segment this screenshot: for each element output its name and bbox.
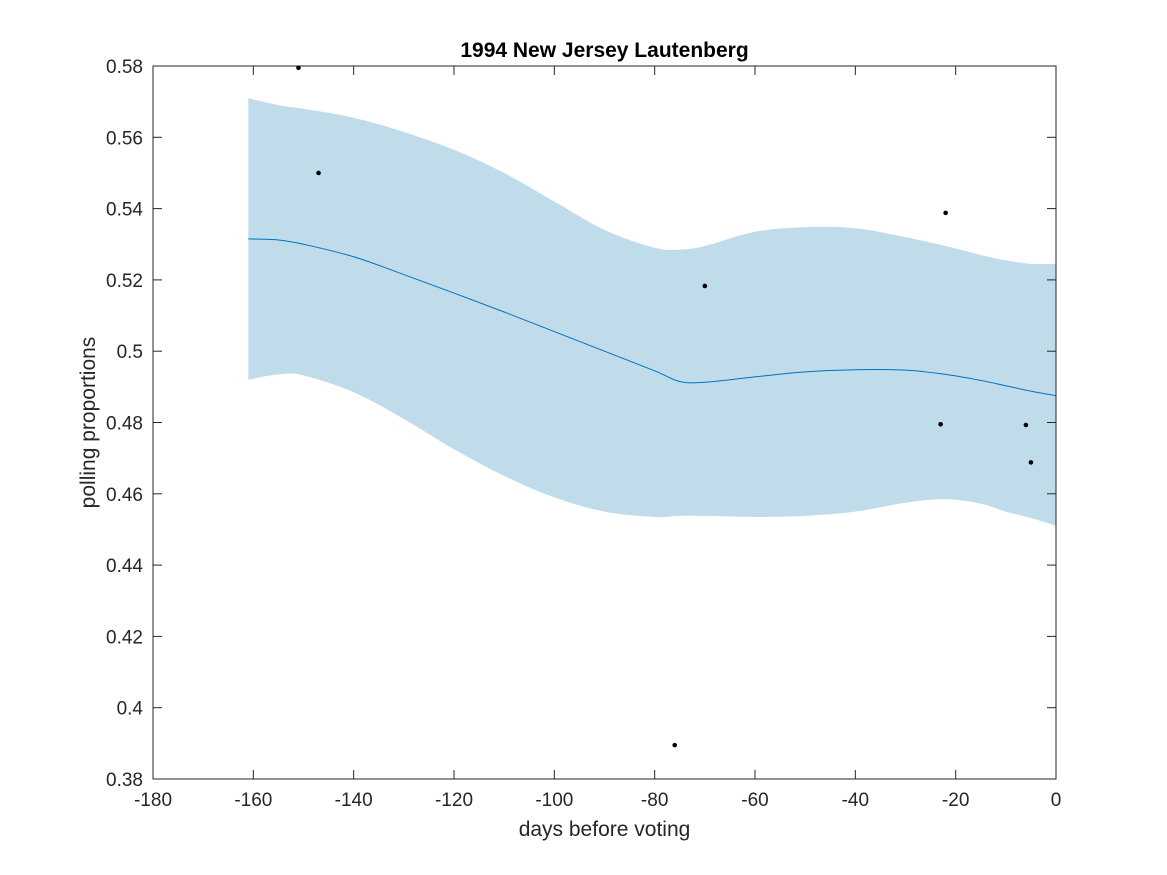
poll-point <box>943 210 948 216</box>
x-tick-label: -20 <box>942 790 969 811</box>
poll-point <box>1023 422 1029 428</box>
poll-point <box>296 65 301 71</box>
confidence-band-layer <box>248 98 1056 526</box>
axes: -180 -160 -140 -120 -100 -80 -60 -40 -20 0 0.38 0.4… <box>106 57 1061 811</box>
x-tick-label: -100 <box>535 790 573 811</box>
mean-trend-line <box>248 238 1056 397</box>
x-tick-label: -80 <box>641 790 668 811</box>
y-tick-label: 0.42 <box>106 627 143 648</box>
y-tick-label: 0.48 <box>106 414 143 435</box>
x-tick-label: 0 <box>1051 790 1062 811</box>
x-tick-label: -160 <box>234 790 272 811</box>
poll-point <box>702 283 708 289</box>
y-tick-label: 0.44 <box>106 556 143 577</box>
poll-point <box>672 742 678 748</box>
poll-point <box>1028 460 1034 465</box>
x-tick-label: -140 <box>335 790 373 811</box>
y-tick-label: 0.54 <box>106 200 143 221</box>
trend-line-layer <box>248 238 1056 397</box>
x-tick-label: -40 <box>842 790 869 811</box>
y-tick-label: 0.38 <box>106 770 143 791</box>
y-tick-label: 0.46 <box>106 485 143 506</box>
poll-points-layer <box>296 65 1034 748</box>
y-tick-label: 0.4 <box>117 699 144 720</box>
x-tick-label: -60 <box>741 790 768 811</box>
poll-point <box>316 170 321 176</box>
y-tick-label: 0.5 <box>117 342 143 363</box>
x-tick-label: -120 <box>435 790 473 811</box>
x-axis-label: days before voting <box>519 818 691 841</box>
y-tick-label: 0.56 <box>106 128 143 149</box>
y-tick-label: 0.52 <box>106 271 143 292</box>
confidence-band <box>248 98 1056 526</box>
chart-title: 1994 New Jersey Lautenberg <box>460 39 748 62</box>
y-axis-label: polling proportions <box>77 337 100 509</box>
y-tick-label: 0.58 <box>106 57 143 78</box>
x-tick-label: -180 <box>134 790 172 811</box>
poll-point <box>938 421 943 427</box>
